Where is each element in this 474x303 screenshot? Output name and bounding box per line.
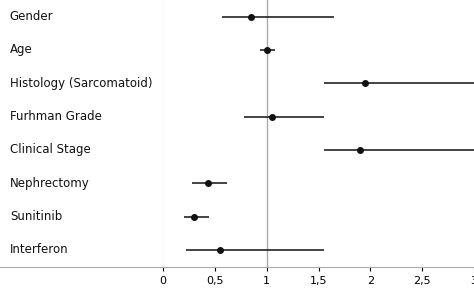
Text: Gender: Gender [10, 10, 54, 23]
Text: Clinical Stage: Clinical Stage [10, 144, 91, 156]
Text: Histology (Sarcomatoid): Histology (Sarcomatoid) [10, 77, 152, 90]
Text: Age: Age [10, 44, 33, 56]
Text: Nephrectomy: Nephrectomy [10, 177, 90, 190]
Text: Interferon: Interferon [10, 244, 68, 256]
Text: Furhman Grade: Furhman Grade [10, 110, 101, 123]
Text: Sunitinib: Sunitinib [10, 210, 62, 223]
